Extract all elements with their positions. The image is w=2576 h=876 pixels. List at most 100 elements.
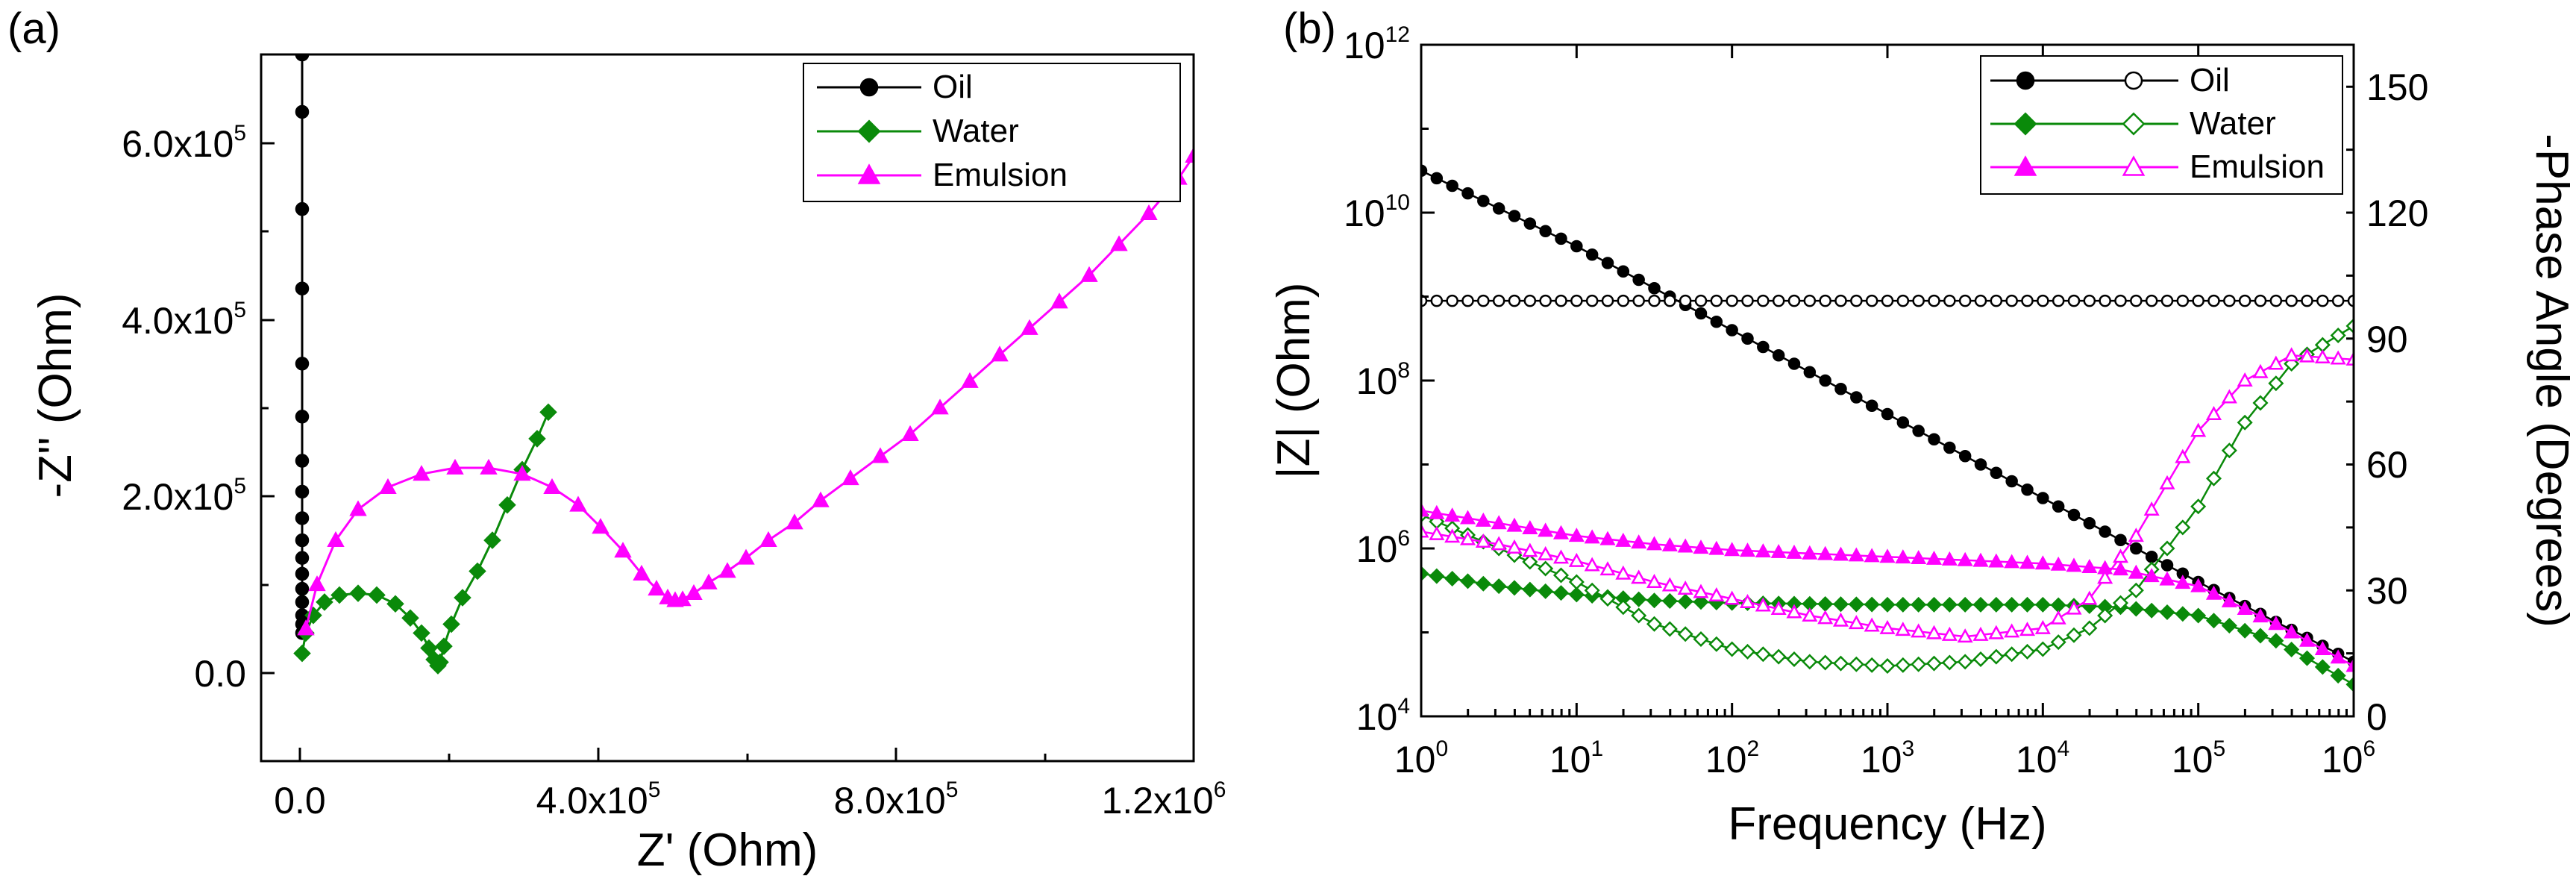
panel-b-point-oil-z	[1928, 433, 1940, 445]
panel-b-point-oil-z	[1430, 172, 1444, 185]
panel-b-point-oil-z	[1741, 332, 1754, 345]
panel-b-point-emulsion-phase	[1599, 561, 1616, 576]
panel-b-point-emulsion-z	[2019, 554, 2036, 569]
panel-b-chart: (b) 100 101 102 103 104 105 106 Frequenc…	[1268, 4, 2576, 850]
panel-b-point-water-phase	[1864, 657, 1880, 673]
panel-b-point-oil-phase	[2223, 294, 2236, 307]
panel-b-point-oil-z	[1990, 466, 2003, 479]
panel-b-point-water-phase	[2221, 442, 2237, 459]
panel-a-point-oil	[295, 104, 310, 119]
panel-b-point-emulsion-phase	[1879, 619, 1896, 634]
panel-b-point-emulsion-phase	[2034, 619, 2051, 634]
panel-b-point-water-z	[1631, 591, 1647, 607]
panel-b-point-water-z	[1552, 585, 1570, 601]
panel-a-point-emulsion	[685, 584, 703, 601]
panel-b-point-oil-phase	[1461, 294, 1474, 307]
panel-b-point-oil-z	[1632, 273, 1645, 287]
panel-b-point-oil-phase	[1601, 294, 1614, 307]
panel-a-point-water	[368, 586, 386, 604]
panel-a-point-water	[413, 624, 430, 642]
panel-a-point-emulsion	[718, 562, 736, 578]
panel-b-x-axis-title: Frequency (Hz)	[1728, 798, 2046, 850]
panel-b-point-emulsion-z	[2252, 608, 2269, 623]
panel-a-y-tick-label: 0.0	[194, 653, 246, 695]
panel-b-point-emulsion-phase	[2252, 363, 2269, 378]
panel-a-point-emulsion	[614, 542, 632, 558]
panel-a-point-emulsion	[812, 491, 830, 507]
panel-a-point-oil	[295, 410, 310, 424]
panel-b-point-oil-z	[1974, 458, 1987, 471]
panel-a-series-group	[293, 54, 1194, 675]
panel-b-point-oil-phase	[2285, 294, 2298, 307]
panel-b-point-emulsion-z	[1693, 539, 1709, 554]
panel-b-point-oil-z	[1772, 349, 1785, 362]
panel-b-point-water-phase	[2252, 395, 2269, 411]
panel-b-x-tick-label: 103	[1861, 736, 1914, 780]
panel-b-point-oil-z	[1648, 282, 1661, 295]
panel-b-point-water-phase	[2345, 318, 2354, 334]
panel-a-legend-marker-water	[857, 119, 881, 143]
panel-b-point-emulsion-phase	[1475, 534, 1491, 548]
panel-b-point-oil-phase	[1819, 294, 1831, 307]
panel-b-legend-marker-filled-oil	[2016, 71, 2035, 90]
panel-a-point-emulsion	[297, 619, 315, 636]
panel-b-point-water-phase	[1817, 654, 1834, 671]
panel-a-point-water	[435, 637, 453, 655]
panel-a-y-tick-label: 2.0x105	[122, 474, 246, 518]
panel-b-point-emulsion-z	[1522, 520, 1538, 534]
panel-b-right-y-axis-title: -Phase Angle (Degrees)	[2526, 134, 2576, 628]
panel-b-point-emulsion-phase	[2112, 548, 2129, 563]
panel-b-point-oil-phase	[1757, 294, 1770, 307]
panel-a-legend-marker-emulsion	[857, 163, 881, 184]
panel-b-point-emulsion-phase	[2097, 569, 2113, 584]
panel-b-point-emulsion-phase	[1584, 557, 1600, 572]
panel-b-point-emulsion-phase	[2284, 347, 2300, 362]
panel-a-point-emulsion	[1185, 146, 1194, 163]
panel-b-left-y-axis-title: |Z| (Ohm)	[1268, 283, 1320, 479]
panel-a-point-emulsion	[737, 548, 755, 565]
panel-b-point-emulsion-phase	[2268, 355, 2284, 370]
panel-b-point-emulsion-phase	[1646, 574, 1663, 588]
panel-b-point-oil-z	[1421, 164, 1428, 177]
panel-a-point-oil	[295, 454, 310, 468]
panel-b-point-emulsion-phase	[1615, 565, 1632, 580]
panel-a-point-emulsion	[1140, 204, 1158, 221]
panel-a-point-water	[483, 531, 501, 549]
panel-a-point-emulsion	[413, 465, 430, 481]
panel-a-point-emulsion	[648, 579, 665, 596]
panel-b-point-water-phase	[1802, 654, 1818, 670]
panel-b-point-emulsion-phase	[2004, 623, 2020, 638]
panel-b-point-emulsion-phase	[1568, 552, 1585, 567]
panel-b-point-water-z	[1925, 596, 1943, 613]
panel-b-point-oil-phase	[1570, 294, 1583, 307]
panel-b-point-water-z	[1538, 583, 1554, 599]
panel-b-point-water-z	[2190, 607, 2207, 624]
panel-a-point-water	[293, 644, 311, 663]
panel-b-point-emulsion-phase	[1429, 525, 1445, 540]
panel-a-point-emulsion	[991, 345, 1009, 362]
panel-b-point-oil-phase	[2160, 294, 2174, 307]
panel-b-point-emulsion-z	[1941, 551, 1958, 566]
panel-b-point-emulsion-z	[2268, 616, 2284, 631]
panel-b-point-water-phase	[2330, 328, 2346, 344]
panel-b-point-emulsion-phase	[1631, 569, 1647, 584]
panel-b-point-emulsion-z	[2034, 555, 2051, 570]
panel-b-point-oil-z	[1555, 232, 1567, 245]
panel-b-point-emulsion-z	[2221, 592, 2237, 607]
panel-b-point-water-phase	[2205, 470, 2222, 487]
panel-b-point-oil-z	[2130, 542, 2143, 555]
panel-b-point-oil-phase	[1865, 294, 1878, 307]
panel-b-point-emulsion-z	[1739, 542, 1756, 557]
panel-b-right-y-tick-label: 90	[2366, 319, 2408, 360]
panel-b-point-emulsion-z	[1552, 525, 1570, 539]
panel-b-point-oil-phase	[2331, 294, 2345, 307]
panel-b-point-oil-z	[1446, 179, 1458, 193]
panel-b-point-oil-phase	[1928, 294, 1940, 307]
panel-b-point-emulsion-z	[1770, 543, 1787, 558]
panel-b-point-emulsion-phase	[2298, 348, 2316, 363]
panel-b-point-water-z	[2252, 628, 2269, 644]
panel-a-point-emulsion	[569, 495, 587, 512]
panel-a-point-water	[420, 639, 438, 657]
panel-b-point-water-phase	[1832, 655, 1849, 672]
panel-a-point-emulsion	[349, 500, 367, 516]
